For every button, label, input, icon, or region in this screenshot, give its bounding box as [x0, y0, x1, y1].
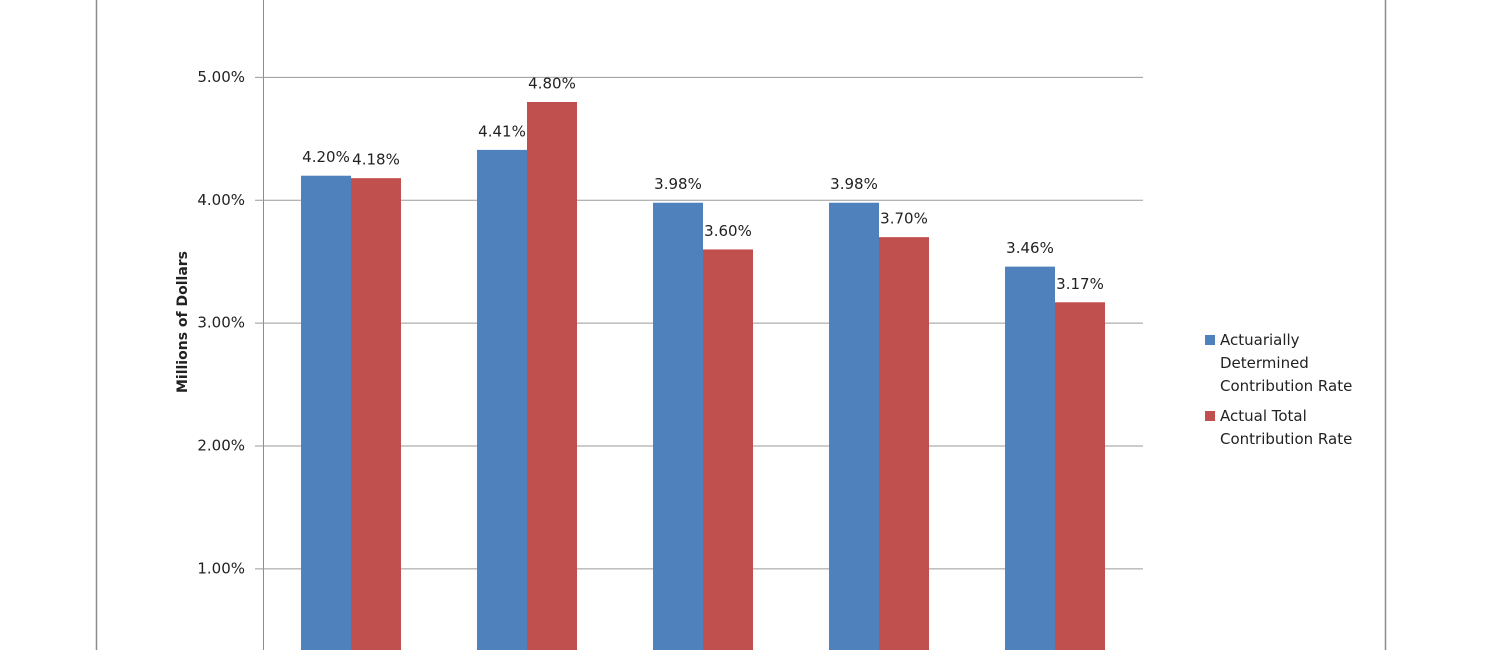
- y-tick-label: 2.00%: [197, 437, 245, 455]
- data-label: 3.98%: [654, 175, 702, 193]
- bar: [527, 101, 577, 650]
- bar: [829, 202, 879, 650]
- legend-label: Actual Total Contribution Rate: [1220, 407, 1352, 448]
- bar: [1055, 302, 1105, 650]
- bar: [879, 237, 929, 650]
- legend-swatch: [1205, 411, 1215, 421]
- data-label: 3.17%: [1056, 275, 1104, 293]
- y-tick-label: 1.00%: [197, 559, 245, 577]
- bar: [477, 149, 527, 650]
- bar: [1005, 266, 1055, 650]
- data-label: 4.80%: [528, 74, 576, 92]
- bar: [301, 175, 351, 650]
- bar: [703, 249, 753, 650]
- y-tick-label: 3.00%: [197, 314, 245, 332]
- bar: [351, 178, 401, 650]
- data-label: 3.70%: [880, 210, 928, 228]
- data-label: 4.20%: [302, 148, 350, 166]
- data-label: 3.98%: [830, 175, 878, 193]
- y-tick-label: 4.00%: [197, 191, 245, 209]
- legend-label: Actuarially Determined Contribution Rate: [1220, 331, 1352, 395]
- legend-swatch: [1205, 335, 1215, 345]
- y-axis-title: Millions of Dollars: [175, 251, 191, 393]
- data-label: 3.60%: [704, 222, 752, 240]
- bar: [653, 202, 703, 650]
- data-label: 4.18%: [352, 151, 400, 169]
- y-tick-label: 5.00%: [197, 68, 245, 86]
- data-label: 3.46%: [1006, 239, 1054, 257]
- data-label: 4.41%: [478, 122, 526, 140]
